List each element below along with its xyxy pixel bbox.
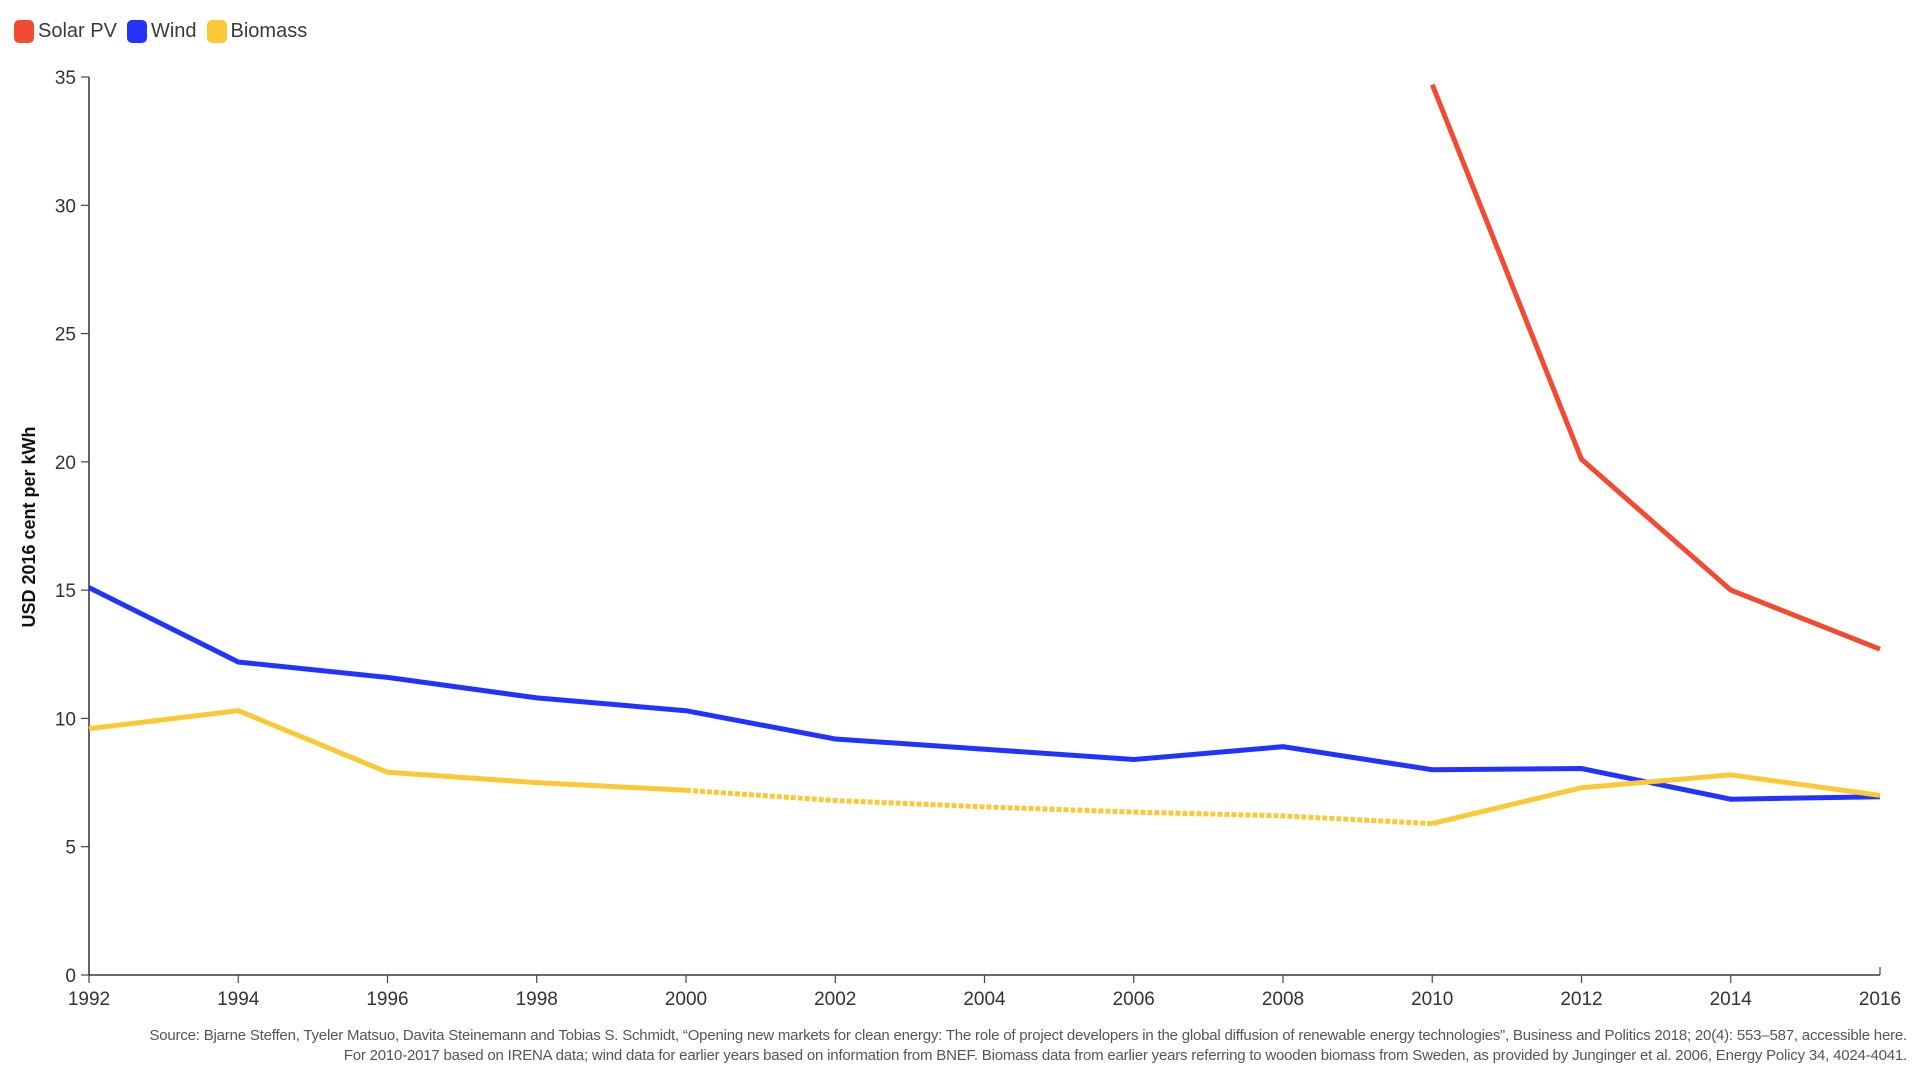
x-tick-label: 2002 bbox=[814, 989, 856, 1010]
biomass-line bbox=[88, 708, 687, 793]
x-tick-label: 2006 bbox=[1113, 989, 1155, 1010]
y-tick-label: 30 bbox=[55, 196, 76, 217]
series-group bbox=[87, 83, 1881, 827]
wind-swatch-icon bbox=[126, 20, 147, 43]
y-tick-label: 15 bbox=[55, 581, 76, 602]
legend-label: Biomass bbox=[230, 20, 308, 42]
x-tick-label: 2000 bbox=[665, 989, 707, 1010]
y-tick-label: 5 bbox=[65, 838, 76, 859]
y-tick-label: 35 bbox=[55, 68, 76, 89]
legend-item-biomass[interactable]: Biomass bbox=[206, 20, 308, 43]
biomass-swatch-icon bbox=[206, 20, 227, 43]
legend-item-solar-pv[interactable]: Solar PV bbox=[14, 20, 117, 43]
biomass-line bbox=[1431, 772, 1881, 827]
legend-item-wind[interactable]: Wind bbox=[126, 20, 197, 43]
x-tick-label: 2016 bbox=[1859, 989, 1901, 1010]
y-tick-label: 25 bbox=[55, 325, 76, 346]
legend: Solar PV Wind Biomass bbox=[14, 20, 317, 43]
x-tick-label: 2014 bbox=[1710, 989, 1753, 1010]
x-tick-label: 1992 bbox=[68, 989, 110, 1010]
x-tick-label: 1998 bbox=[516, 989, 558, 1010]
legend-label: Wind bbox=[150, 20, 197, 42]
x-tick-label: 2010 bbox=[1411, 989, 1453, 1010]
wind-line bbox=[87, 585, 1881, 802]
source-line-2: For 2010-2017 based on IRENA data; wind … bbox=[343, 1047, 1907, 1064]
y-axis: 0 5 10 15 20 25 30 35 bbox=[55, 68, 90, 987]
x-axis: 1992 1994 1996 1998 2000 2002 2004 2006 2008 2010… bbox=[68, 967, 1901, 1010]
x-tick-label: 2004 bbox=[963, 989, 1006, 1010]
x-tick-label: 1996 bbox=[366, 989, 408, 1010]
y-axis-title: USD 2016 cent per kWh bbox=[19, 426, 39, 627]
y-tick-label: 0 bbox=[65, 966, 76, 987]
solar-pv-line bbox=[1429, 83, 1881, 652]
x-tick-label: 2012 bbox=[1560, 989, 1602, 1010]
biomass-dashed-line bbox=[685, 787, 1433, 827]
solar-pv-swatch-icon bbox=[14, 20, 34, 43]
x-tick-label: 2008 bbox=[1262, 989, 1304, 1010]
source-note: Source: Bjarne Steffen, Tyeler Matsuo, D… bbox=[149, 1026, 1907, 1066]
x-tick-label: 1994 bbox=[217, 989, 260, 1010]
y-tick-label: 10 bbox=[55, 709, 76, 730]
legend-label: Solar PV bbox=[38, 20, 117, 42]
y-tick-label: 20 bbox=[55, 453, 76, 474]
source-line-1: Source: Bjarne Steffen, Tyeler Matsuo, D… bbox=[149, 1027, 1907, 1044]
